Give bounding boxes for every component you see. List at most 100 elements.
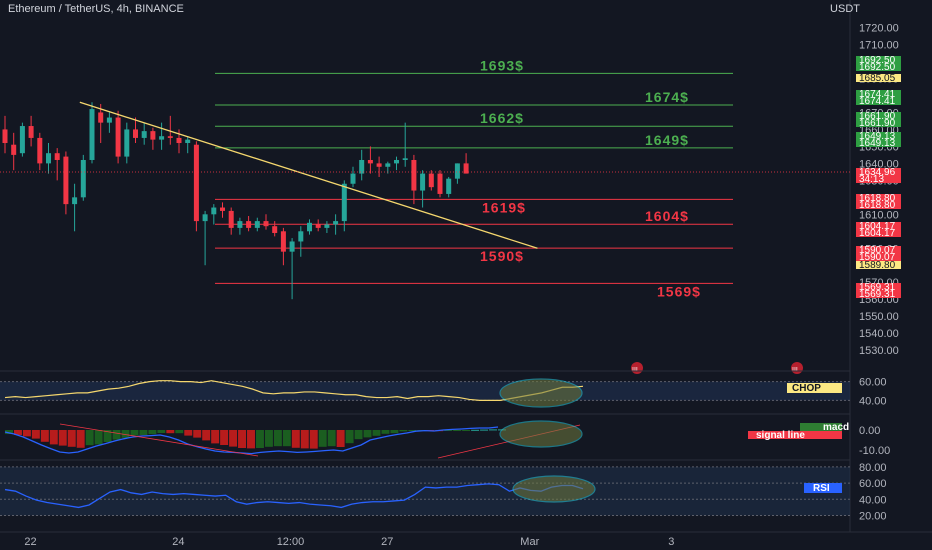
price-tag [856,112,901,120]
price-tick-label: 1720.00 [859,23,899,35]
price-tick-label: 1710.00 [859,40,899,52]
macd-histogram-bar [148,430,157,435]
time-tick-label: 27 [381,536,393,548]
price-tag-text: 1604.17 [859,221,896,232]
macd-histogram-bar [238,430,247,448]
price-tag [856,201,901,209]
chop-band [0,381,850,401]
macd-highlight [499,420,583,448]
price-tag-text: 34:13 [859,174,884,185]
time-tick-label: 3 [668,536,674,548]
candle-body [263,221,269,227]
candle-body [202,214,208,222]
rsi-tick-label: 40.00 [859,494,887,506]
candle-body [315,224,321,228]
candle-body [428,173,434,188]
candle-body [246,221,252,228]
candle-body [376,163,382,167]
price-tag [856,63,901,71]
candle-body [72,197,78,205]
macd-histogram-bar [408,430,417,431]
price-tag [856,90,901,98]
macd-histogram-bar [40,430,49,442]
macd-histogram-bar [184,430,193,436]
price-tick-label: 1540.00 [859,328,899,340]
time-tick-label: 12:00 [277,536,305,548]
candle-body [385,163,391,167]
rsi-tick-label: 20.00 [859,511,887,523]
candle-body [19,126,25,154]
candle-body [237,221,243,228]
time-tick-label: 24 [172,536,184,548]
time-tick-label: Mar [520,536,539,548]
candle-body [80,159,86,198]
candle-body [141,131,147,138]
macd-histogram-bar [85,430,94,446]
level-label-1649$: 1649$ [645,132,689,148]
candle-body [420,173,426,191]
candle-body [211,207,217,215]
macd-histogram-bar [273,430,282,447]
level-label-1693$: 1693$ [480,57,524,73]
macd-histogram-bar [166,430,175,434]
candle-body [54,153,60,160]
candle-body [193,144,199,222]
signal-legend-label: signal line [756,430,805,441]
macd-tick-label: -10.00 [859,445,890,457]
macd-histogram-bar [121,430,130,438]
price-tag [856,119,901,127]
macd-histogram-bar [211,430,220,444]
price-tag [856,139,901,147]
macd-histogram-bar [130,430,139,436]
candle-body [307,222,312,232]
candle-body [341,183,347,222]
candle-body [28,126,34,138]
candle-body [402,158,408,160]
macd-histogram-bar [76,430,85,448]
candle-body [98,112,104,123]
price-tag [856,74,901,82]
candle-body [298,231,304,242]
event-marker-glyph: ııı [792,366,798,373]
macd-histogram-bar [202,430,211,441]
macd-histogram-bar [139,430,148,435]
macd-histogram-bar [255,430,264,448]
price-tag [856,283,901,291]
price-tag [856,97,901,105]
price-tag [856,290,901,298]
rsi-band [0,466,850,516]
level-label-1619$: 1619$ [482,199,526,215]
macd-line [4,426,499,455]
price-tag [856,246,901,254]
price-tag-text: 1649.13 [859,138,896,149]
price-tick-label: 1530.00 [859,345,899,357]
macd-histogram-bar [372,430,381,436]
macd-histogram-bar [309,430,318,449]
candle-body [2,129,8,144]
candle-body [289,241,295,252]
candle-body [228,210,234,228]
macd-histogram-bar [5,430,13,434]
level-label-1569$: 1569$ [657,283,701,299]
price-tick-label: 1610.00 [859,209,899,221]
candle-body [359,159,365,174]
candle-body [411,159,417,191]
macd-histogram-bar [67,430,76,447]
macd-histogram-bar [381,430,390,434]
chop-line [4,380,584,401]
macd-tick-label: 0.00 [859,425,880,437]
rsi-line [4,483,584,509]
candle-body [454,163,460,179]
time-tick-label: 22 [24,536,36,548]
macd-histogram-bar [318,430,327,447]
candle-body [106,117,112,123]
candle-body [124,129,130,157]
macd-histogram-bar [13,430,22,435]
candle-body [350,173,356,184]
macd-histogram-bar [94,430,103,445]
price-tag [856,175,901,183]
macd-histogram-bar [462,430,471,431]
macd-histogram-bar [390,430,399,434]
trendline[interactable] [79,101,538,249]
